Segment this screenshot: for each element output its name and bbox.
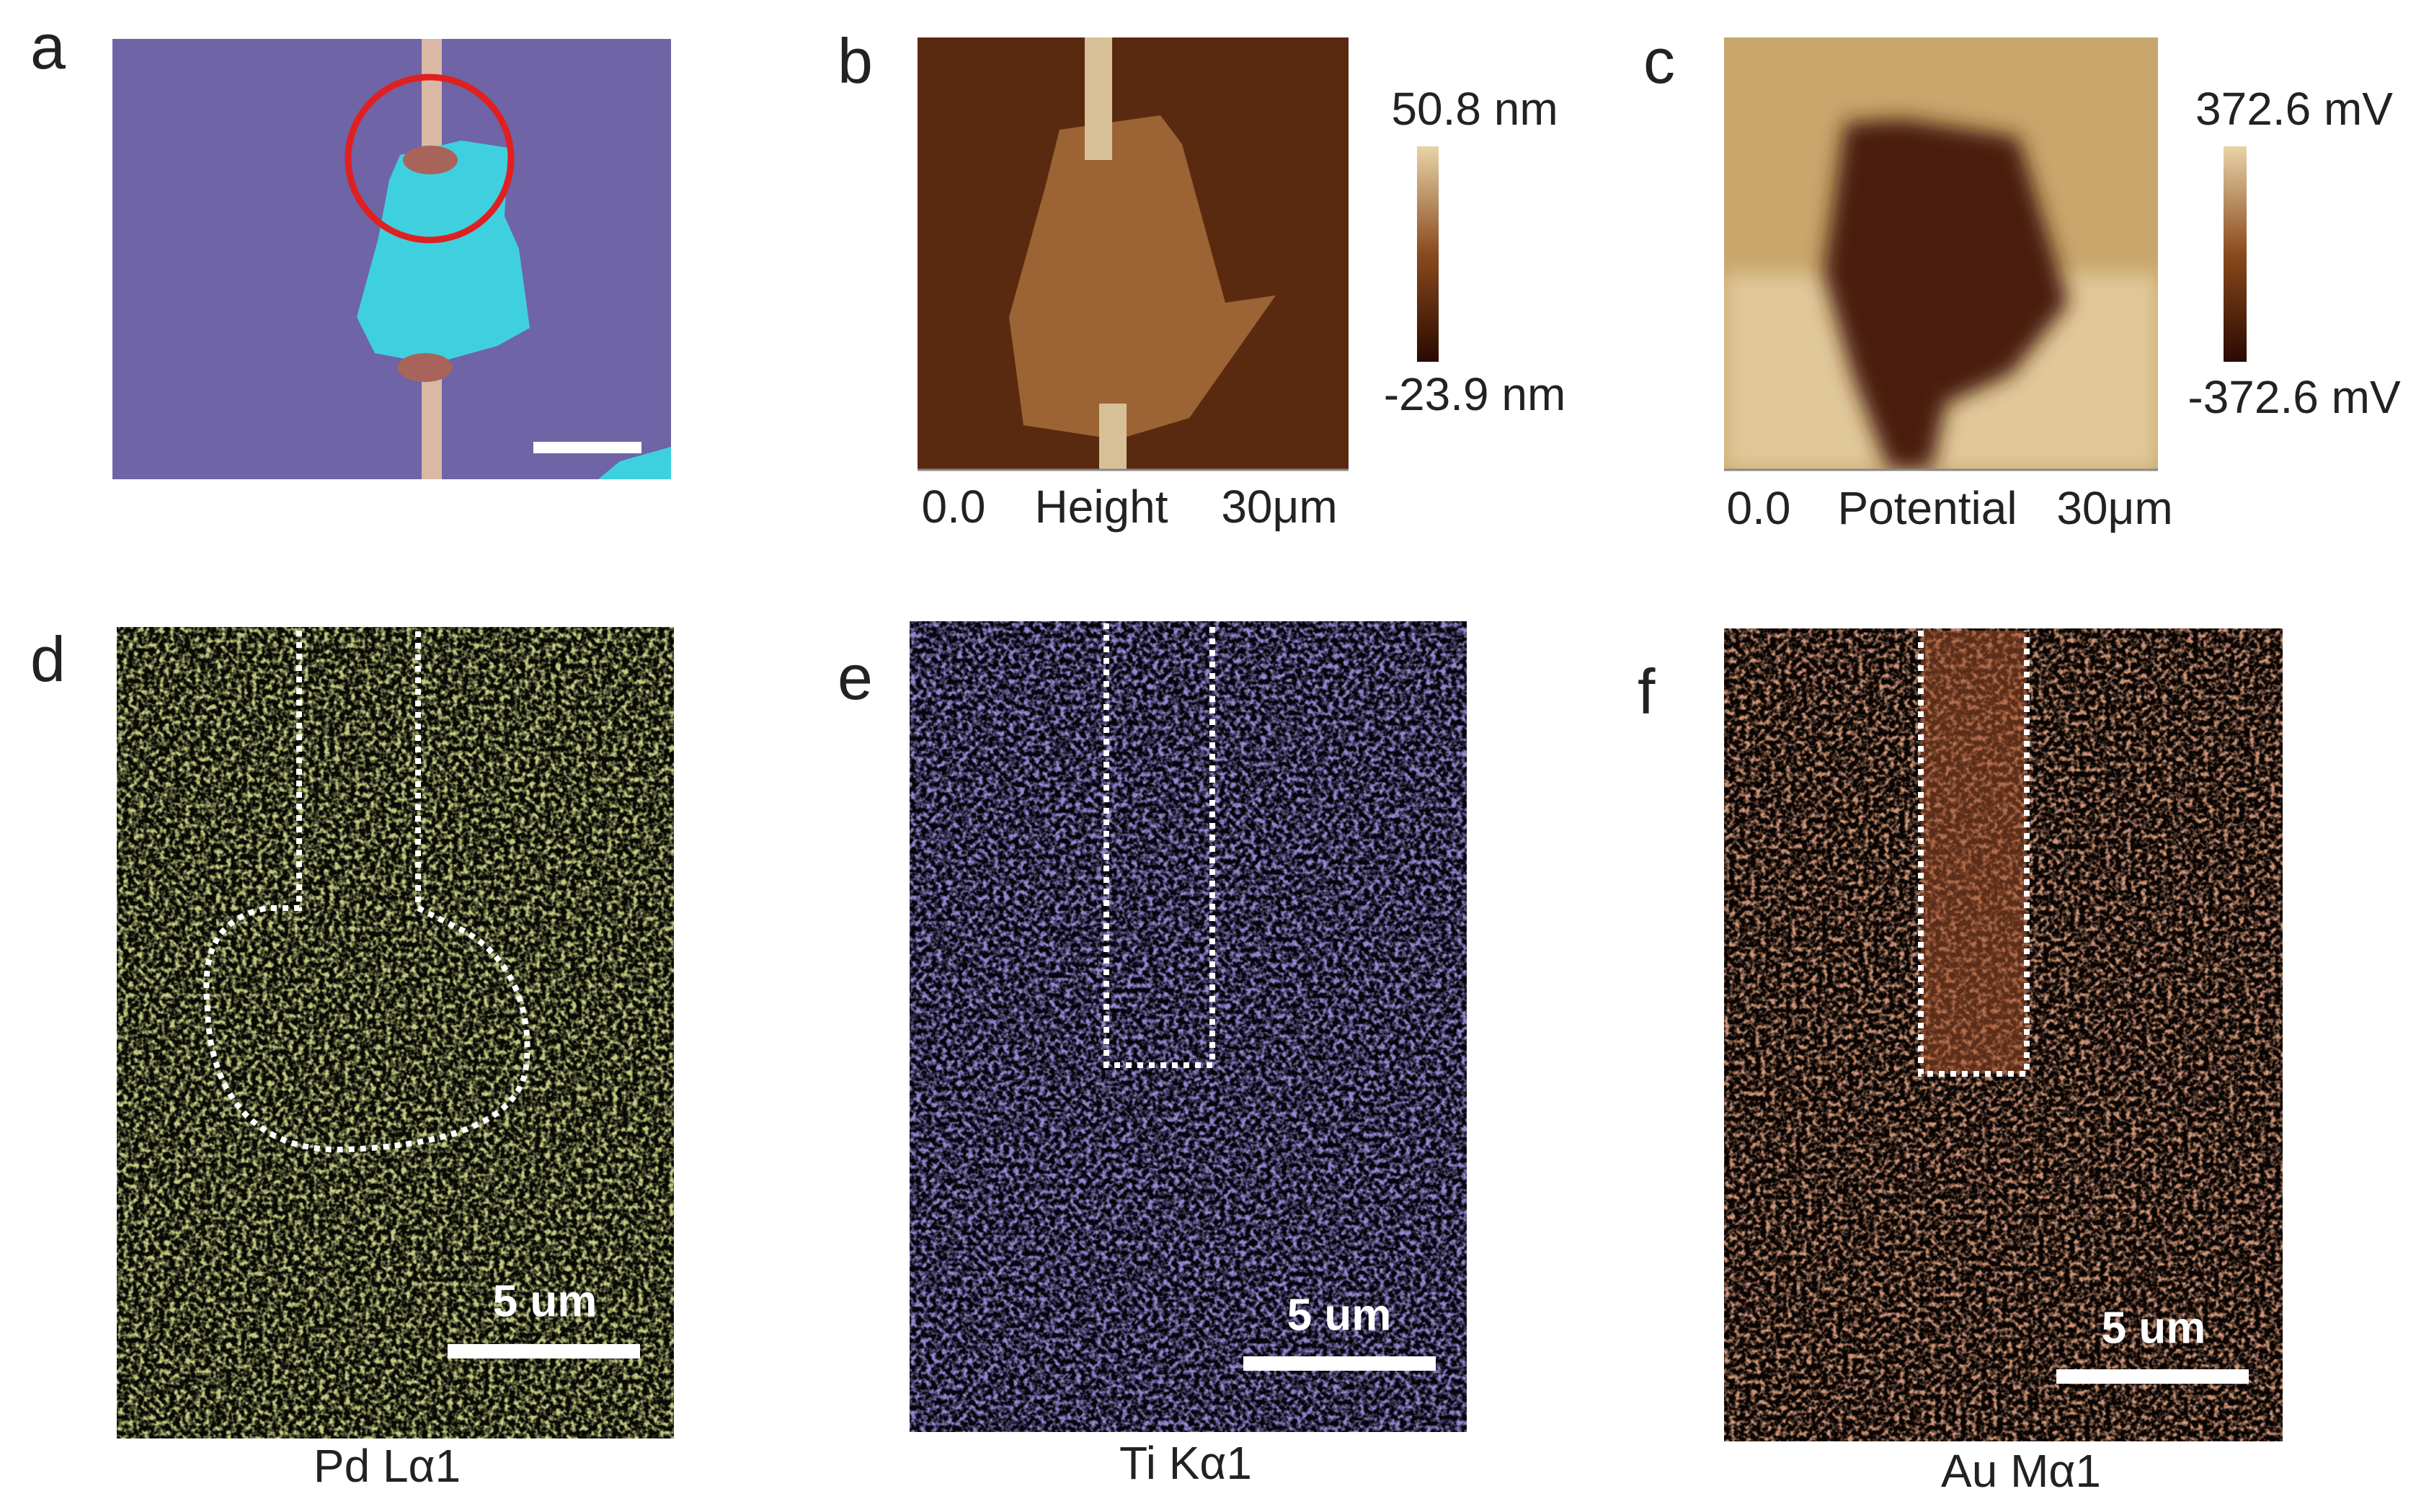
electrode-signal bbox=[1921, 631, 2027, 1074]
panel-label: b bbox=[838, 25, 873, 97]
panel-c: c 372.6 mV -372.6 mV 0.0 Potential 30μm bbox=[1643, 25, 2401, 534]
panel-f: f 5 um Au Mα1 bbox=[1638, 628, 2283, 1497]
scale-bar bbox=[448, 1344, 640, 1358]
panel-label: f bbox=[1638, 656, 1656, 727]
axis-end: 30μm bbox=[1221, 481, 1337, 533]
dotted-outline bbox=[1103, 623, 1215, 1068]
electrode bbox=[1085, 37, 1112, 160]
panel-d: d 5 um Pd Lα1 bbox=[30, 623, 674, 1492]
axis-name: Height bbox=[1035, 481, 1168, 533]
highlight-circle bbox=[345, 74, 515, 244]
colorbar bbox=[2224, 146, 2247, 362]
axis-start: 0.0 bbox=[1727, 482, 1791, 534]
panel-e: e 5 um Ti Kα1 bbox=[838, 621, 1467, 1489]
axis-start: 0.0 bbox=[922, 481, 986, 533]
panel-label: c bbox=[1643, 25, 1675, 97]
scale-bar-label: 5 um bbox=[1287, 1290, 1392, 1340]
axis-name: Potential bbox=[1837, 482, 2017, 534]
flake-piece bbox=[598, 447, 671, 479]
dotted-outline bbox=[203, 631, 530, 1153]
caption: Au Mα1 bbox=[1941, 1445, 2101, 1497]
colorbar bbox=[1417, 146, 1439, 362]
contact bbox=[403, 146, 458, 174]
scale-bar bbox=[533, 442, 641, 453]
panel-label: a bbox=[30, 11, 66, 82]
panel-b: b 50.8 nm -23.9 nm 0.0 Height 30μm bbox=[838, 25, 1565, 533]
panel-label: d bbox=[30, 623, 66, 695]
colorbar-min: -372.6 mV bbox=[2188, 371, 2401, 423]
axis-end: 30μm bbox=[2056, 482, 2172, 534]
flake-potential bbox=[1824, 119, 2069, 470]
panel-a: a bbox=[30, 11, 671, 479]
colorbar-min: -23.9 nm bbox=[1384, 368, 1566, 420]
contact bbox=[398, 353, 453, 382]
panel-label: e bbox=[838, 641, 873, 713]
scale-bar bbox=[1243, 1356, 1436, 1371]
caption: Ti Kα1 bbox=[1119, 1437, 1252, 1489]
colorbar-max: 50.8 nm bbox=[1391, 83, 1558, 135]
scale-bar bbox=[2056, 1369, 2249, 1384]
scale-bar-label: 5 um bbox=[2102, 1303, 2206, 1353]
flake bbox=[1009, 115, 1276, 440]
flake bbox=[357, 141, 530, 364]
scale-bar-label: 5 um bbox=[493, 1276, 598, 1326]
eds-signal bbox=[910, 621, 1467, 1432]
caption: Pd Lα1 bbox=[314, 1440, 461, 1492]
colorbar-max: 372.6 mV bbox=[2195, 83, 2393, 135]
dotted-outline bbox=[1918, 631, 2030, 1077]
electrode bbox=[1099, 404, 1127, 470]
